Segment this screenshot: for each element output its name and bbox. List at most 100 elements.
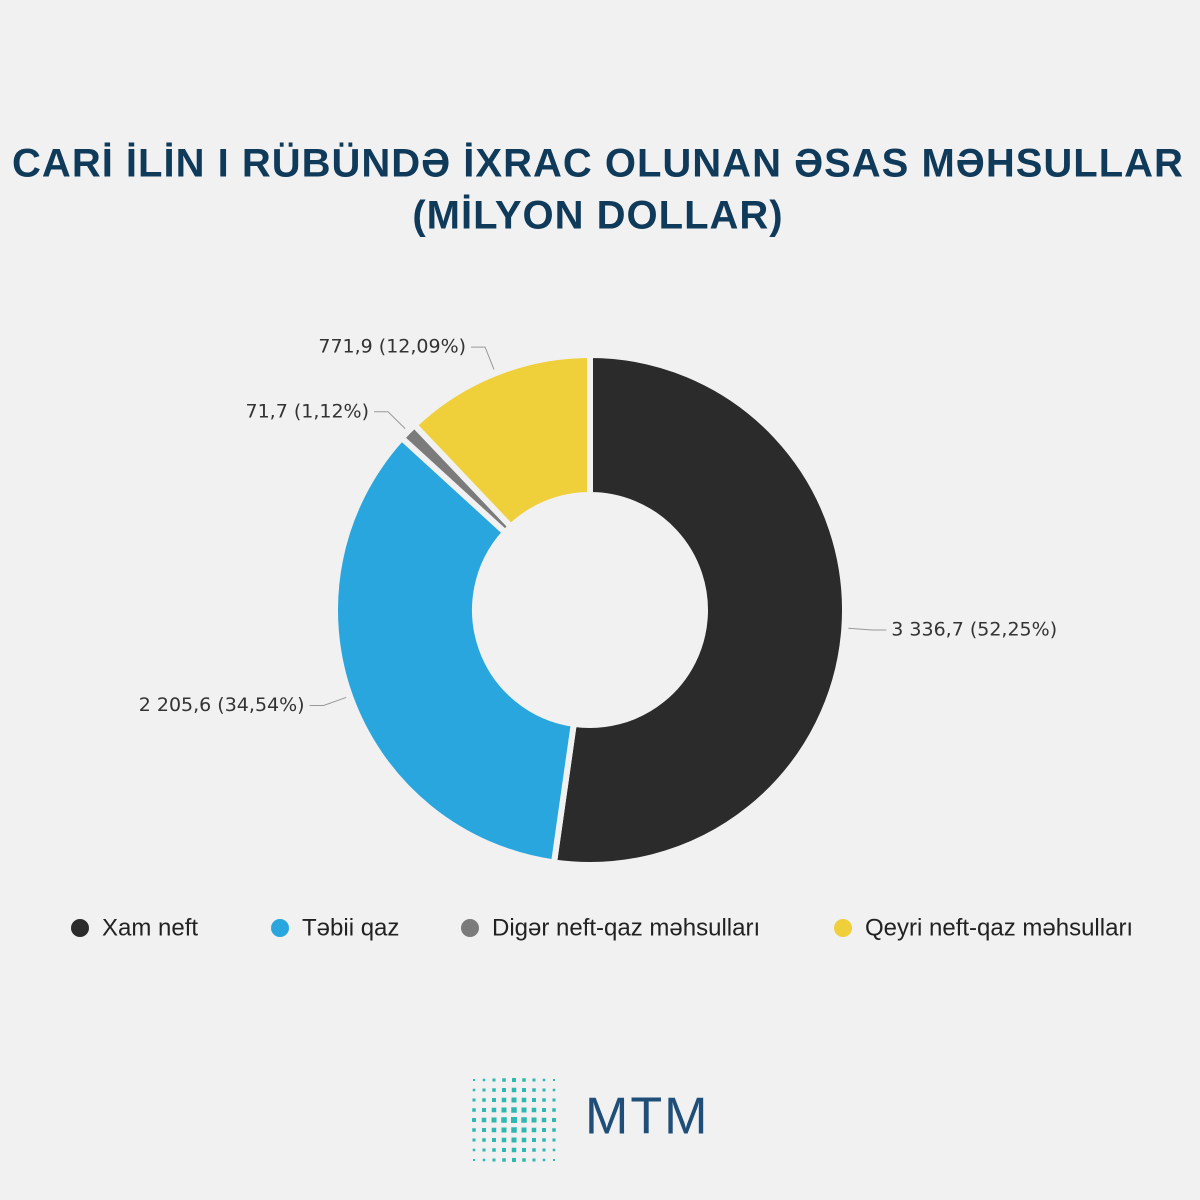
- logo-dot: [552, 1108, 556, 1112]
- logo-dot: [511, 1127, 517, 1133]
- logo-dot: [542, 1078, 546, 1082]
- logo-dot: [512, 1078, 516, 1082]
- donut-slice: [550, 351, 848, 868]
- logo-dot: [552, 1118, 556, 1122]
- logo-dot: [552, 1088, 556, 1092]
- logo-dot: [472, 1098, 476, 1102]
- legend-label: Xam neft: [102, 914, 198, 941]
- logo-dot: [482, 1088, 486, 1092]
- leader-line: [374, 411, 406, 429]
- logo-dot: [521, 1127, 527, 1133]
- logo-dot: [482, 1078, 486, 1082]
- logo-dot: [501, 1117, 507, 1123]
- logo-dot: [552, 1128, 556, 1132]
- logo-dot: [532, 1158, 536, 1162]
- logo-dot: [532, 1088, 536, 1092]
- logo-dot: [511, 1147, 517, 1153]
- logo-dot: [472, 1088, 476, 1092]
- logo-dot: [511, 1097, 517, 1103]
- value-label: 2 205,6 (34,54%): [139, 694, 305, 716]
- logo-dot: [472, 1128, 476, 1132]
- logo-dot: [552, 1148, 556, 1152]
- logo-dot: [472, 1108, 476, 1112]
- logo-dot: [482, 1098, 486, 1102]
- logo-dot: [542, 1088, 546, 1092]
- logo-dot: [521, 1107, 527, 1113]
- legend-label: Digər neft-qaz məhsulları: [492, 914, 760, 941]
- logo-dot: [532, 1148, 536, 1152]
- logo-dot: [512, 1158, 516, 1162]
- logo-dot: [552, 1138, 556, 1142]
- value-label: 3 336,7 (52,25%): [891, 618, 1057, 640]
- logo-dot: [472, 1118, 476, 1122]
- chart-subtitle: (MİLYON DOLLAR): [412, 194, 783, 238]
- logo-dot: [522, 1088, 526, 1092]
- logo-dot: [502, 1078, 506, 1082]
- logo-dot: [521, 1137, 527, 1143]
- logo-mark: [472, 1078, 556, 1162]
- logo-dot: [531, 1117, 537, 1123]
- logo-dot: [482, 1148, 486, 1152]
- value-label: 771,9 (12,09%): [318, 336, 466, 358]
- logo-dot: [542, 1128, 546, 1132]
- legend-marker: [461, 919, 479, 937]
- logo-dot: [501, 1107, 507, 1113]
- legend-marker: [71, 919, 89, 937]
- logo-dot: [502, 1148, 506, 1152]
- logo-dot: [482, 1128, 486, 1132]
- logo-dot: [532, 1138, 536, 1142]
- logo-dot: [492, 1088, 496, 1092]
- logo-dot: [492, 1148, 496, 1152]
- logo-dot: [502, 1158, 506, 1162]
- logo-dot: [501, 1097, 507, 1103]
- donut-slice: [332, 433, 578, 866]
- logo-dot: [492, 1078, 496, 1082]
- logo-dot: [492, 1158, 496, 1162]
- logo-dot: [492, 1098, 496, 1102]
- logo-dot: [542, 1108, 546, 1112]
- logo-dot: [531, 1127, 537, 1133]
- chart-title: CARİ İLİN I RÜBÜNDƏ İXRAC OLUNAN ƏSAS MƏ…: [12, 141, 1184, 186]
- logo-dot: [473, 1079, 475, 1081]
- logo-dot: [522, 1078, 526, 1082]
- logo-dot: [491, 1107, 497, 1113]
- logo-dot: [473, 1159, 475, 1161]
- leader-line: [309, 696, 347, 707]
- logo-dot: [521, 1117, 527, 1123]
- logo-dot: [501, 1127, 507, 1133]
- logo-dot: [542, 1148, 546, 1152]
- legend-label: Qeyri neft-qaz məhsulları: [865, 914, 1133, 941]
- logo-dot: [542, 1138, 546, 1142]
- logo-dot: [521, 1097, 527, 1103]
- logo-dot: [502, 1088, 506, 1092]
- donut-slice: [410, 351, 593, 531]
- logo-dot: [511, 1137, 517, 1143]
- logo-dot: [553, 1079, 555, 1081]
- logo-dot: [481, 1117, 487, 1123]
- logo-dot: [522, 1148, 526, 1152]
- logo-dot: [482, 1108, 486, 1112]
- logo-dot: [532, 1098, 536, 1102]
- logo-text: MTM: [585, 1088, 709, 1146]
- logo-dot: [541, 1117, 547, 1123]
- logo-dot: [482, 1158, 486, 1162]
- logo-dot: [511, 1117, 517, 1123]
- logo-dot: [492, 1138, 496, 1142]
- logo-dot: [511, 1107, 517, 1113]
- logo-dot: [531, 1107, 537, 1113]
- logo-dot: [542, 1158, 546, 1162]
- value-label: 71,7 (1,12%): [245, 400, 369, 422]
- logo-dot: [472, 1148, 476, 1152]
- leader-line: [848, 627, 887, 631]
- leader-line: [471, 346, 495, 370]
- logo-dot: [522, 1158, 526, 1162]
- logo-dot: [482, 1138, 486, 1142]
- logo-dot: [553, 1159, 555, 1161]
- logo-dot: [552, 1098, 556, 1102]
- logo-dot: [532, 1078, 536, 1082]
- legend-label: Təbii qaz: [302, 914, 399, 941]
- logo-dot: [491, 1117, 497, 1123]
- logo-dot: [491, 1127, 497, 1133]
